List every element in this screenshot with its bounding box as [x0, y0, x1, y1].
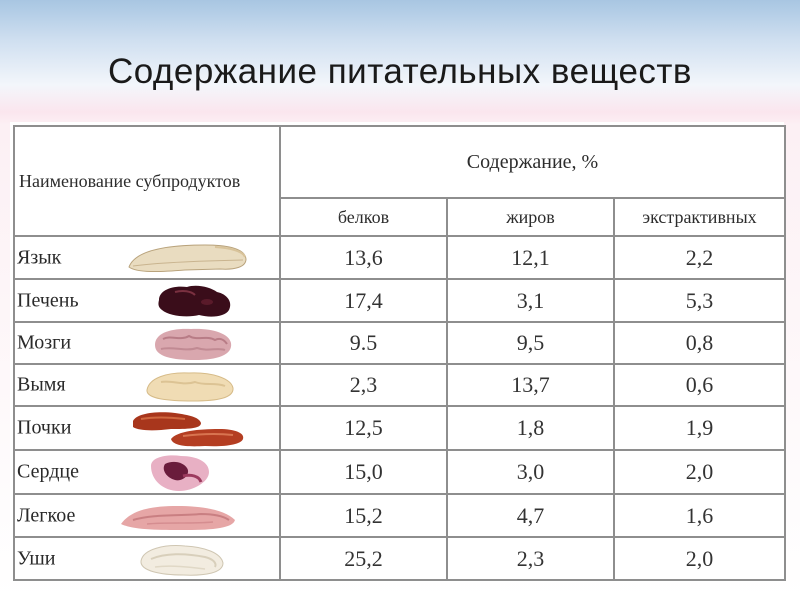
heart-image — [151, 455, 209, 491]
table-row: Почки 12,5 1,8 1,9 — [13, 405, 787, 451]
row-name-cell: Язык — [13, 235, 281, 280]
protein-value: 15,2 — [279, 493, 448, 538]
protein-value: 2,3 — [279, 363, 448, 407]
kidneys-image — [133, 412, 244, 447]
row-name: Почки — [17, 416, 72, 439]
row-name: Мозги — [17, 331, 72, 354]
header-extractives: экстрактивных — [612, 197, 787, 237]
extractive-value: 1,9 — [612, 405, 787, 451]
fat-value: 4,7 — [446, 493, 615, 538]
nutrient-table: Наименование субпродуктов Содержание, % … — [13, 125, 787, 581]
extractive-value: 1,6 — [612, 493, 787, 538]
row-name-cell: Печень — [13, 278, 281, 323]
slide-title: Содержание питательных веществ — [107, 52, 693, 91]
protein-value: 15,0 — [279, 449, 448, 495]
fat-value: 12,1 — [446, 235, 615, 280]
extractive-value: 0,6 — [612, 363, 787, 407]
brain-image — [155, 328, 232, 360]
table-row: Сердце 15,0 3,0 2,0 — [13, 449, 787, 495]
row-name: Печень — [17, 289, 79, 311]
fat-value: 3,0 — [446, 449, 615, 495]
liver-image — [158, 285, 231, 317]
table-row: Мозги 9.5 9,5 0,8 — [13, 321, 787, 365]
tongue-image — [128, 244, 247, 273]
row-name-cell: Легкое — [13, 493, 281, 538]
fat-value: 1,8 — [446, 405, 615, 451]
extractive-value: 0,8 — [612, 321, 787, 365]
extractive-value: 2,0 — [612, 536, 787, 581]
protein-value: 13,6 — [279, 235, 448, 280]
nutrient-table-container: Наименование субпродуктов Содержание, % … — [10, 122, 787, 582]
row-name-cell: Почки — [13, 405, 281, 451]
protein-value: 17,4 — [279, 278, 448, 323]
row-name: Легкое — [17, 504, 76, 526]
row-name: Язык — [17, 246, 62, 268]
header-content: Содержание, % — [278, 125, 787, 199]
header-proteins: белков — [279, 197, 448, 237]
row-name: Уши — [17, 547, 56, 569]
fat-value: 13,7 — [446, 363, 615, 407]
ears-image — [140, 545, 224, 576]
fat-value: 9,5 — [446, 321, 615, 365]
table-row: Легкое 15,2 4,7 1,6 — [13, 493, 787, 538]
protein-value: 25,2 — [279, 536, 448, 581]
fat-value: 3,1 — [446, 278, 615, 323]
fat-value: 2,3 — [446, 536, 615, 581]
lung-image — [121, 506, 235, 530]
row-name: Вымя — [17, 373, 66, 396]
extractive-value: 5,3 — [612, 278, 787, 323]
table-row: Вымя 2,3 13,7 0,6 — [13, 363, 787, 407]
table-row: Печень 17,4 3,1 5,3 — [13, 278, 787, 323]
header-fats: жиров — [446, 197, 615, 237]
row-name-cell: Уши — [13, 536, 281, 581]
table-row: Уши 25,2 2,3 2,0 — [13, 536, 787, 581]
table-row: Язык 13,6 12,1 2,2 — [13, 235, 787, 280]
row-name: Сердце — [17, 460, 79, 483]
extractive-value: 2,0 — [612, 449, 787, 495]
extractive-value: 2,2 — [612, 235, 787, 280]
row-name-cell: Вымя — [13, 363, 281, 407]
row-name-cell: Сердце — [13, 449, 281, 495]
row-name-cell: Мозги — [13, 321, 281, 365]
protein-value: 9.5 — [279, 321, 448, 365]
protein-value: 12,5 — [279, 405, 448, 451]
header-offal-name: Наименование субпродуктов — [13, 125, 281, 237]
udder-image — [146, 372, 234, 402]
